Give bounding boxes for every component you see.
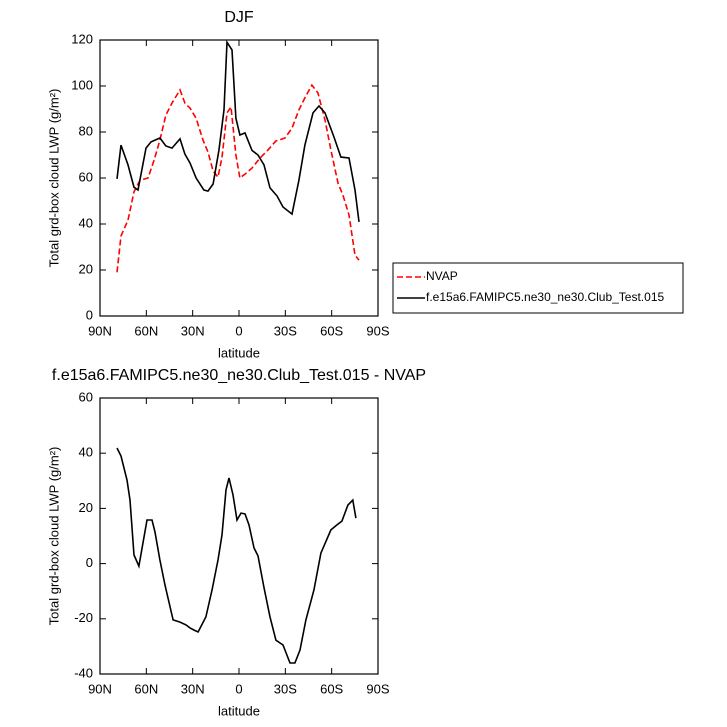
x-axis-label: latitude (218, 345, 260, 360)
plot: f.e15a6.FAMIPC5.ne30_ne30.Club_Test.015 … (46, 367, 426, 718)
x-tick-label: 60N (134, 323, 158, 338)
y-tick-label: 0 (86, 555, 93, 570)
plot-frame (99, 39, 379, 317)
plot-frame (99, 397, 379, 675)
legend-label: NVAP (426, 269, 458, 283)
x-tick-label: 30N (181, 323, 205, 338)
x-tick-label: 30S (274, 681, 297, 696)
x-tick-label: 0 (235, 323, 242, 338)
plot: DJF latitude Total grd-box cloud LWP (g/m²… (46, 9, 684, 360)
chart-title: f.e15a6.FAMIPC5.ne30_ne30.Club_Test.015 … (52, 367, 426, 384)
y-tick-label: 40 (79, 215, 93, 230)
x-tick-label: 30S (274, 323, 297, 338)
legend-label: f.e15a6.FAMIPC5.ne30_ne30.Club_Test.015 (426, 290, 664, 304)
y-tick-label: 0 (86, 307, 93, 322)
x-tick-label: 90N (88, 323, 112, 338)
x-tick-label: 30N (181, 681, 205, 696)
y-tick-label: 20 (79, 261, 93, 276)
data-line (116, 83, 360, 273)
y-axis-label: Total grd-box cloud LWP (g/m²) (46, 447, 61, 626)
chart-title: DJF (224, 9, 254, 26)
y-tick-label: -20 (74, 610, 93, 625)
x-tick-label: 90S (366, 323, 389, 338)
x-tick-label: 90N (88, 681, 112, 696)
x-tick-label: 60N (134, 681, 158, 696)
x-tick-label: 0 (235, 681, 242, 696)
y-axis-label: Total grd-box cloud LWP (g/m²) (46, 89, 61, 268)
x-axis-label: latitude (218, 703, 260, 718)
legend-box (392, 262, 684, 314)
x-tick-label: 60S (320, 681, 343, 696)
x-tick-label: 60S (320, 323, 343, 338)
y-tick-label: -40 (74, 665, 93, 680)
x-tick-label: 90S (366, 681, 389, 696)
data-line (116, 39, 360, 222)
legend: NVAP f.e15a6.FAMIPC5.ne30_ne30.Club_Test.… (392, 262, 684, 314)
y-tick-label: 20 (79, 500, 93, 515)
y-tick-label: 40 (79, 445, 93, 460)
y-tick-label: 100 (71, 77, 93, 92)
y-tick-label: 120 (71, 31, 93, 46)
y-tick-label: 80 (79, 123, 93, 138)
y-tick-label: 60 (79, 169, 93, 184)
y-tick-label: 60 (79, 389, 93, 404)
data-line (116, 447, 357, 664)
